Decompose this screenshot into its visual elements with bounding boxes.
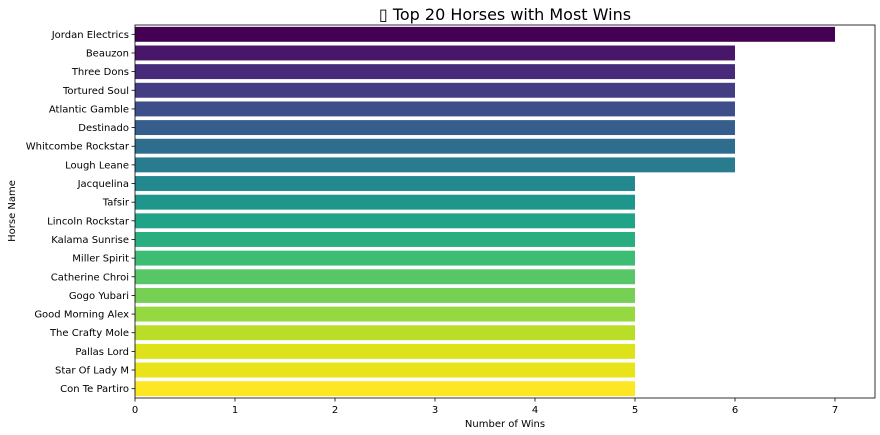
bar: [135, 381, 635, 397]
bar: [135, 45, 735, 61]
plot-frame: [134, 24, 876, 399]
y-tick-label: Jacquelina: [77, 179, 129, 190]
x-tick-label: 0: [132, 405, 138, 416]
bar: [135, 176, 635, 191]
y-tick-label: Con Te Partiro: [60, 384, 129, 395]
x-axis-title: Number of Wins: [465, 419, 545, 430]
bar: [135, 194, 635, 210]
bar: [135, 26, 835, 42]
y-tick-label: Pallas Lord: [75, 347, 129, 358]
bar: [135, 157, 735, 173]
bar: [135, 287, 635, 303]
bar: [135, 250, 635, 266]
x-ticks: 0 1 2 3 4 5 6 7: [132, 398, 838, 416]
bar: [135, 306, 635, 322]
y-tick-label: Star Of Lady M: [55, 366, 129, 377]
y-tick-label: Good Morning Alex: [34, 310, 129, 321]
x-tick-label: 4: [532, 405, 538, 416]
x-tick-label: 2: [332, 405, 338, 416]
y-tick-labels: Jordan Electrics Beauzon Three Dons Torture…: [26, 30, 135, 395]
bar: [135, 82, 735, 98]
bar: [135, 120, 735, 136]
x-tick-label: 3: [432, 405, 438, 416]
y-tick-label: Three Dons: [71, 67, 129, 78]
y-tick-label: The Crafty Mole: [49, 328, 129, 339]
bar: [135, 325, 635, 341]
bar: [135, 101, 735, 117]
y-tick-label: Whitcombe Rockstar: [26, 142, 130, 153]
y-tick-label: Tafsir: [102, 198, 130, 209]
x-tick-label: 5: [632, 405, 638, 416]
y-tick-label: Catherine Chroi: [51, 272, 129, 283]
x-tick-label: 6: [732, 405, 738, 416]
y-tick-label: Lincoln Rockstar: [47, 216, 130, 227]
y-tick-label: Destinado: [78, 123, 129, 134]
y-tick-label: Atlantic Gamble: [49, 104, 129, 115]
y-axis-title: Horse Name: [7, 180, 18, 242]
bar: [135, 343, 635, 359]
bar: [135, 138, 735, 154]
chart-title: ▯ Top 20 Horses with Most Wins: [379, 5, 631, 24]
bar: [135, 64, 735, 80]
y-tick-label: Kalama Sunrise: [51, 235, 129, 246]
bars-group: [135, 26, 835, 397]
bar: [135, 232, 635, 247]
y-tick-label: Lough Leane: [65, 160, 129, 171]
bar: [135, 213, 635, 229]
bar: [135, 269, 635, 285]
y-tick-label: Tortured Soul: [62, 86, 129, 97]
y-tick-label: Miller Spirit: [72, 254, 129, 265]
x-tick-label: 1: [232, 405, 238, 416]
y-tick-label: Gogo Yubari: [69, 291, 129, 302]
bar: [135, 362, 635, 378]
y-tick-label: Jordan Electrics: [51, 30, 129, 41]
x-tick-label: 7: [832, 405, 838, 416]
y-tick-label: Beauzon: [86, 48, 129, 59]
